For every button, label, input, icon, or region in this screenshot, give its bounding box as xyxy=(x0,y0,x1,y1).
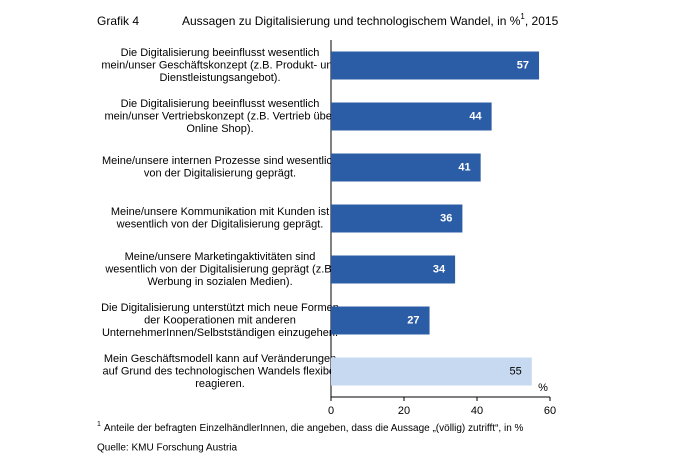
title-text: Aussagen zu Digitalisierung und technolo… xyxy=(182,14,521,28)
footnote-mark: 1 xyxy=(97,421,101,428)
category-label: Online Shop). xyxy=(186,123,253,135)
category-label: Werbung in sozialen Medien). xyxy=(147,276,292,288)
x-tick-label: 40 xyxy=(471,405,483,417)
category-label: Meine/unsere Kommunikation mit Kunden is… xyxy=(111,206,329,218)
category-label: wesentlich von der Digitalisierung geprä… xyxy=(116,219,324,231)
footnote: 1 Anteile der befragten EinzelhändlerInne… xyxy=(97,421,524,434)
bar xyxy=(331,255,456,284)
chart-label: Grafik 4 xyxy=(97,14,139,28)
category-label: Dienstleistungsangebot). xyxy=(159,72,280,84)
category-label: UnternehmerInnen/Selbstständigen einzuge… xyxy=(102,327,338,339)
bar xyxy=(331,306,430,335)
category-label: auf Grund des technologischen Wandels fl… xyxy=(102,365,337,377)
category-label: Die Digitalisierung beeinflusst wesentli… xyxy=(121,47,320,59)
category-label: Mein Geschäftsmodell kann auf Veränderun… xyxy=(104,353,336,365)
bar xyxy=(331,357,532,386)
category-label: von der Digitalisierung geprägt. xyxy=(144,168,296,180)
bar xyxy=(331,153,481,182)
bar xyxy=(331,51,540,80)
x-unit: % xyxy=(538,382,548,394)
x-tick-label: 60 xyxy=(544,405,556,417)
category-label: reagieren. xyxy=(195,378,245,390)
value-label: 57 xyxy=(517,59,529,71)
title-footnote-mark: 1 xyxy=(520,12,525,21)
value-label: 34 xyxy=(433,263,446,275)
value-label: 36 xyxy=(440,212,452,224)
category-label: Meine/unsere Marketingaktivitäten sind xyxy=(125,251,316,263)
category-label: Die Digitalisierung unterstützt mich neu… xyxy=(101,302,339,314)
footnote-text: Anteile der befragten EinzelhändlerInnen… xyxy=(104,423,524,434)
category-label: mein/unser Vertriebskonzept (z.B. Vertri… xyxy=(104,110,335,122)
title-suffix: , 2015 xyxy=(525,14,559,28)
value-label: 44 xyxy=(469,110,482,122)
category-label: mein/unser Geschäftskonzept (z.B. Produk… xyxy=(101,59,338,71)
x-tick-label: 20 xyxy=(398,405,410,417)
chart-title: Aussagen zu Digitalisierung und technolo… xyxy=(182,12,559,28)
value-label: 41 xyxy=(458,161,470,173)
category-label: Die Digitalisierung beeinflusst wesentli… xyxy=(121,98,320,110)
category-label: der Kooperationen mit anderen xyxy=(144,314,296,326)
x-tick-label: 0 xyxy=(328,405,334,417)
category-label: wesentlich von der Digitalisierung geprä… xyxy=(104,263,334,275)
source: Quelle: KMU Forschung Austria xyxy=(97,443,237,454)
value-label: 55 xyxy=(510,365,522,377)
bar xyxy=(331,204,463,233)
category-label: Meine/unsere internen Prozesse sind wese… xyxy=(102,155,338,167)
bar xyxy=(331,102,492,131)
value-label: 27 xyxy=(407,314,419,326)
